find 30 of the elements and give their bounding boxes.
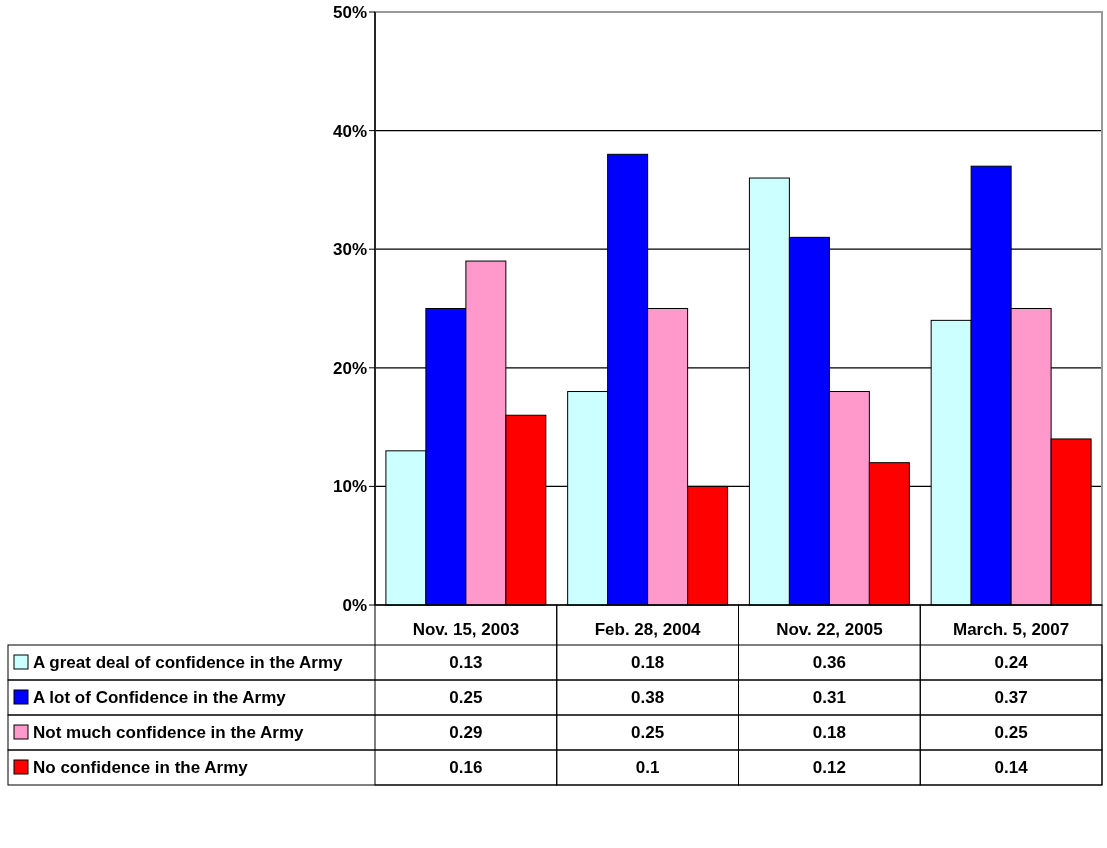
data-label: 0.13 <box>449 652 483 672</box>
x-tick-label: March. 5, 2007 <box>953 619 1070 639</box>
x-tick-label: Nov. 22, 2005 <box>776 619 883 639</box>
legend-label: A lot of Confidence in the Army <box>33 687 287 707</box>
data-label: 0.36 <box>812 652 846 672</box>
data-label: 0.16 <box>449 757 483 777</box>
data-label: 0.18 <box>812 722 846 742</box>
data-label: 0.1 <box>635 757 660 777</box>
x-tick-label: Nov. 15, 2003 <box>412 619 520 639</box>
data-label: 0.25 <box>994 722 1028 742</box>
data-label: 0.24 <box>994 652 1029 672</box>
data-label: 0.18 <box>631 652 665 672</box>
y-tick-label: 10% <box>332 477 367 497</box>
data-label: 0.25 <box>631 722 665 742</box>
data-label: 0.38 <box>631 687 665 707</box>
y-tick-label: 20% <box>332 358 367 378</box>
y-tick-label: 50% <box>332 2 367 22</box>
legend-label: A great deal of confidence in the Army <box>33 652 344 672</box>
data-label: 0.12 <box>812 757 846 777</box>
data-label: 0.37 <box>994 687 1028 707</box>
legend-label: No confidence in the Army <box>33 757 249 777</box>
y-tick-label: 30% <box>332 240 367 260</box>
y-tick-label: 40% <box>332 121 367 141</box>
legend-label: Not much confidence in the Army <box>33 722 304 742</box>
data-label: 0.29 <box>449 722 483 742</box>
data-label: 0.14 <box>994 757 1029 777</box>
x-tick-label: Feb. 28, 2004 <box>594 619 702 639</box>
y-tick-label: 0% <box>342 595 367 615</box>
data-label: 0.31 <box>812 687 846 707</box>
data-label: 0.25 <box>449 687 483 707</box>
